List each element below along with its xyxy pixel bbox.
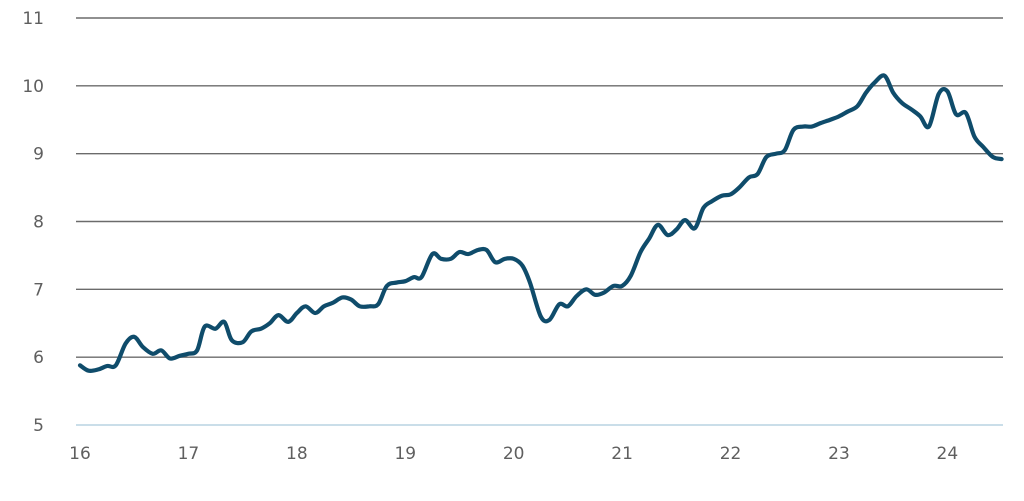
y-tick-label: 8 [33,213,44,233]
y-tick-label: 10 [22,77,44,97]
y-tick-label: 6 [33,348,44,368]
x-tick-label: 16 [69,444,91,464]
x-tick-label: 19 [394,444,416,464]
x-tick-label: 21 [611,444,633,464]
x-tick-label: 22 [720,444,742,464]
x-tick-label: 18 [286,444,308,464]
x-axis-tick-labels: 16 17 18 19 20 21 22 23 24 [69,444,958,464]
y-tick-label: 9 [33,145,44,165]
y-axis-tick-labels: 5 6 7 8 9 10 11 [22,9,44,436]
series-line [77,73,1004,374]
y-tick-label: 5 [33,416,44,436]
gridlines [76,17,1003,426]
x-tick-label: 23 [828,444,850,464]
y-tick-label: 11 [22,9,44,29]
x-tick-label: 20 [503,444,525,464]
x-tick-label: 24 [937,444,959,464]
x-tick-label: 17 [178,444,200,464]
y-tick-label: 7 [33,280,44,300]
